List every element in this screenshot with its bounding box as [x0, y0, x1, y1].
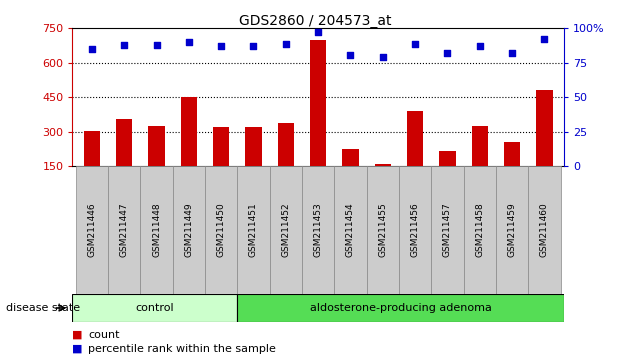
FancyBboxPatch shape: [496, 166, 529, 294]
Point: [475, 44, 485, 49]
Point: [378, 55, 388, 60]
FancyBboxPatch shape: [367, 166, 399, 294]
FancyBboxPatch shape: [238, 294, 564, 322]
Point: [119, 42, 129, 48]
Bar: [149, 126, 164, 166]
FancyBboxPatch shape: [432, 166, 464, 294]
Bar: [407, 111, 423, 166]
Point: [442, 50, 452, 56]
Point: [539, 36, 549, 42]
FancyBboxPatch shape: [205, 166, 238, 294]
Point: [184, 39, 194, 45]
Bar: [504, 142, 520, 166]
Bar: [246, 127, 261, 166]
FancyBboxPatch shape: [76, 166, 108, 294]
FancyBboxPatch shape: [140, 166, 173, 294]
Text: control: control: [135, 303, 175, 313]
Text: GSM211455: GSM211455: [378, 203, 387, 257]
FancyBboxPatch shape: [302, 166, 335, 294]
Point: [87, 46, 97, 52]
FancyBboxPatch shape: [173, 166, 205, 294]
Point: [507, 50, 517, 56]
Bar: [536, 91, 553, 166]
Text: GSM211453: GSM211453: [314, 203, 323, 257]
Point: [313, 30, 323, 35]
Text: GSM211454: GSM211454: [346, 203, 355, 257]
Text: ■: ■: [72, 344, 83, 354]
Text: GSM211449: GSM211449: [185, 203, 193, 257]
Text: disease state: disease state: [6, 303, 81, 313]
Text: GSM211458: GSM211458: [475, 203, 484, 257]
FancyBboxPatch shape: [464, 166, 496, 294]
Bar: [181, 97, 197, 166]
Point: [248, 44, 258, 49]
Bar: [116, 119, 132, 166]
Bar: [278, 123, 294, 166]
Bar: [375, 164, 391, 166]
Bar: [472, 126, 488, 166]
Bar: [310, 40, 326, 166]
Point: [151, 42, 161, 48]
FancyBboxPatch shape: [529, 166, 561, 294]
FancyBboxPatch shape: [72, 294, 238, 322]
Text: GSM211457: GSM211457: [443, 203, 452, 257]
Bar: [84, 131, 100, 166]
Point: [410, 41, 420, 46]
Text: GSM211448: GSM211448: [152, 203, 161, 257]
Bar: [342, 149, 358, 166]
FancyBboxPatch shape: [108, 166, 140, 294]
FancyBboxPatch shape: [335, 166, 367, 294]
Text: GSM211450: GSM211450: [217, 203, 226, 257]
Text: GSM211459: GSM211459: [508, 203, 517, 257]
FancyBboxPatch shape: [270, 166, 302, 294]
Text: count: count: [88, 330, 120, 339]
Point: [345, 52, 355, 57]
Text: GSM211451: GSM211451: [249, 203, 258, 257]
Point: [216, 44, 226, 49]
Text: ■: ■: [72, 330, 83, 339]
Text: GSM211447: GSM211447: [120, 203, 129, 257]
FancyBboxPatch shape: [238, 166, 270, 294]
FancyBboxPatch shape: [399, 166, 432, 294]
Text: GDS2860 / 204573_at: GDS2860 / 204573_at: [239, 14, 391, 28]
Text: GSM211460: GSM211460: [540, 203, 549, 257]
Bar: [213, 127, 229, 166]
Point: [281, 41, 291, 46]
Text: GSM211456: GSM211456: [411, 203, 420, 257]
Text: aldosterone-producing adenoma: aldosterone-producing adenoma: [310, 303, 491, 313]
Text: GSM211452: GSM211452: [282, 203, 290, 257]
Text: percentile rank within the sample: percentile rank within the sample: [88, 344, 276, 354]
Bar: [439, 152, 455, 166]
Text: GSM211446: GSM211446: [88, 203, 96, 257]
